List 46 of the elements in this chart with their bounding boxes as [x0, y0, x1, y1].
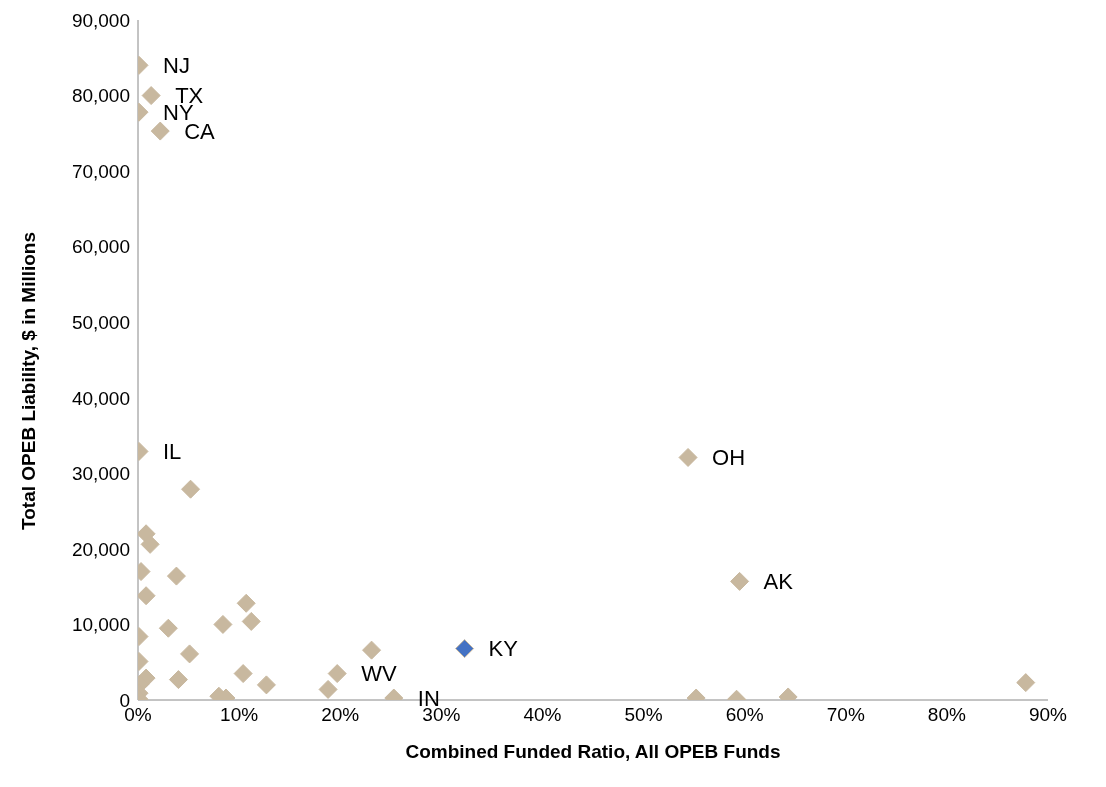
x-tick-label: 10% — [220, 704, 259, 726]
x-tick-label: 80% — [927, 704, 967, 726]
y-tick-label: 40,000 — [71, 387, 130, 409]
point — [730, 571, 750, 591]
x-tick-label: 20% — [321, 704, 360, 726]
point — [158, 618, 178, 638]
point — [318, 679, 338, 699]
point — [1016, 673, 1036, 693]
annotation: NJ — [163, 53, 190, 79]
x-tick-label: 50% — [624, 704, 663, 726]
y-tick-label: 30,000 — [71, 463, 130, 485]
annotation: WV — [361, 661, 397, 687]
point — [213, 614, 233, 634]
y-tick-label: 50,000 — [71, 311, 130, 333]
y-tick-label: 10,000 — [71, 614, 130, 636]
y-tick-label: 80,000 — [71, 85, 130, 107]
point — [150, 121, 170, 141]
point — [141, 86, 161, 106]
annotation: OH — [712, 445, 746, 471]
point — [455, 639, 475, 659]
point — [233, 664, 253, 684]
x-tick-label: 90% — [1028, 704, 1068, 726]
annotation: KY — [488, 636, 519, 662]
x-tick-label: 70% — [826, 704, 865, 726]
point — [241, 611, 261, 631]
annotation: IL — [163, 439, 182, 465]
x-tick-label: 60% — [725, 704, 764, 726]
x-tick-label: 40% — [523, 704, 562, 726]
annotation: AK — [763, 569, 794, 595]
point — [138, 586, 156, 606]
point — [678, 447, 698, 467]
y-tick-label: 70,000 — [71, 160, 130, 182]
y-axis-title: Total OPEB Liability, $ in Millions — [17, 231, 39, 530]
point — [327, 664, 347, 684]
point — [236, 593, 256, 613]
y-tick-label: 20,000 — [71, 538, 130, 560]
point — [181, 479, 201, 499]
y-tick-label: 60,000 — [71, 236, 130, 258]
point — [362, 640, 382, 660]
point — [140, 534, 160, 554]
point — [180, 644, 200, 664]
point — [166, 566, 186, 586]
x-axis-title: Combined Funded Ratio, All OPEB Funds — [405, 741, 781, 762]
point — [256, 675, 276, 695]
y-tick-label: 90,000 — [71, 9, 130, 31]
point — [168, 670, 188, 690]
